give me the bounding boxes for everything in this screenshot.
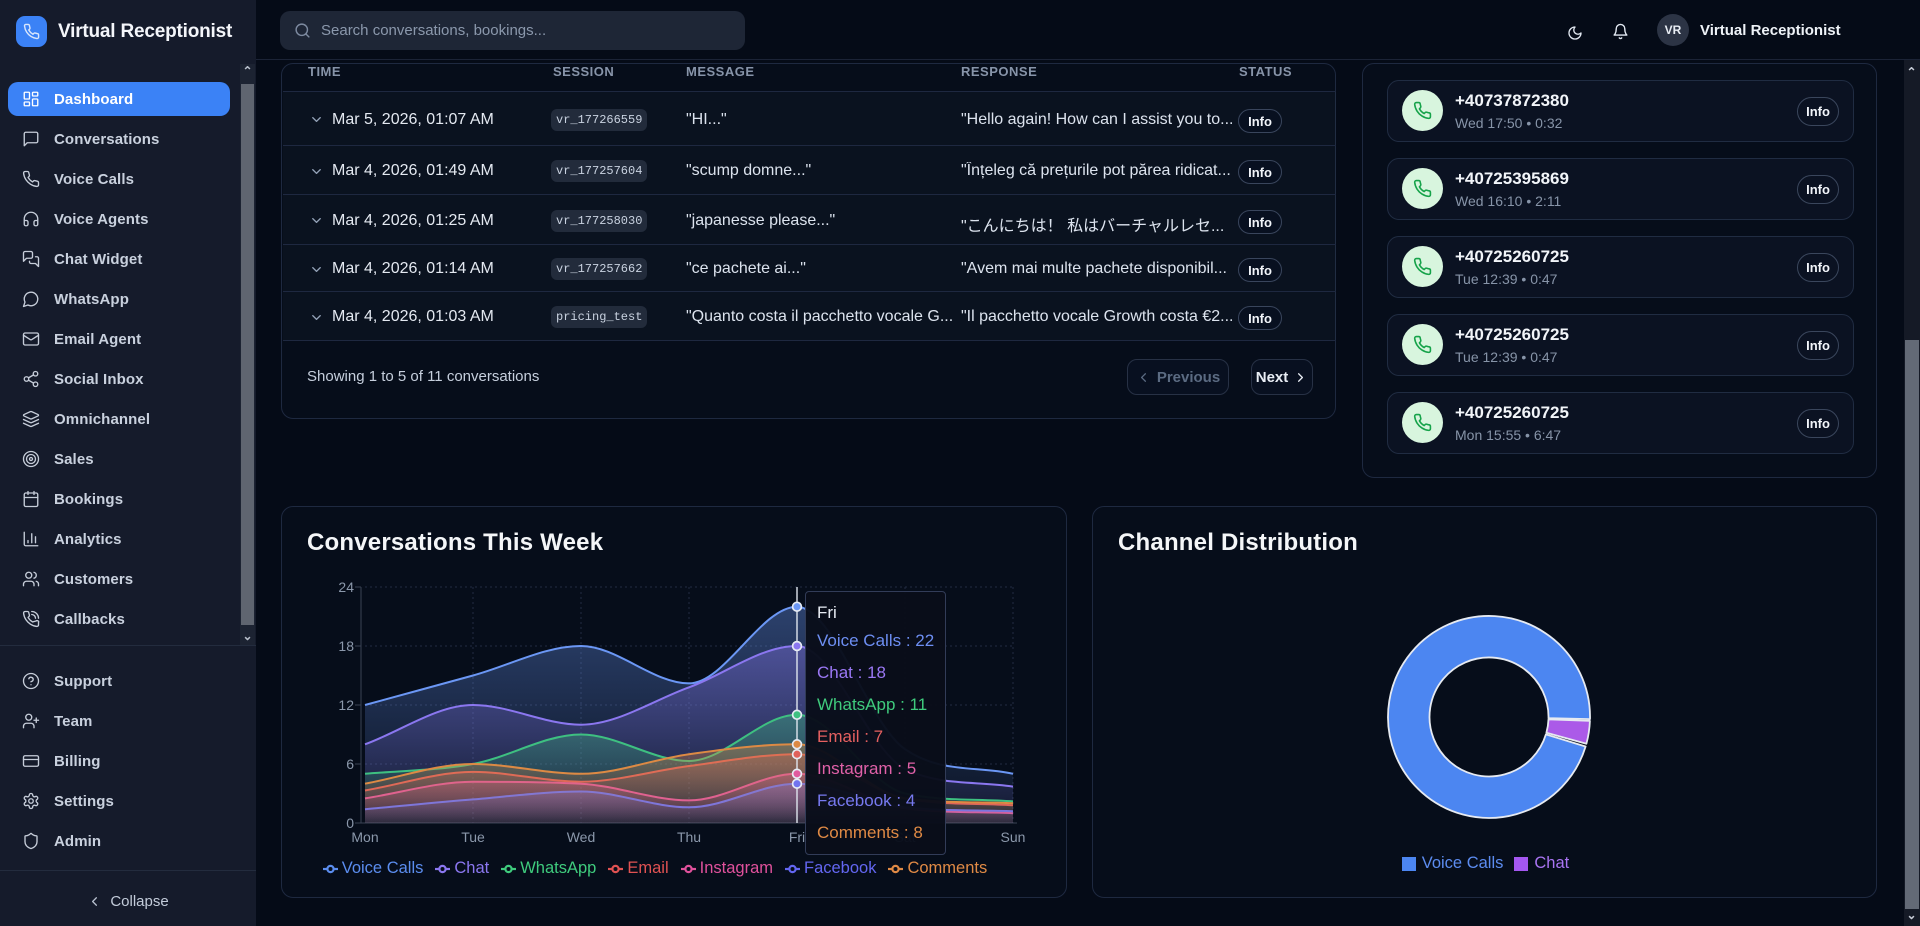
svg-text:Fri: Fri — [789, 829, 805, 845]
svg-text:0: 0 — [346, 815, 354, 831]
svg-text:Tue: Tue — [461, 829, 485, 845]
svg-text:Wed: Wed — [567, 829, 596, 845]
svg-text:12: 12 — [338, 697, 354, 713]
svg-text:Mon: Mon — [351, 829, 378, 845]
svg-text:Thu: Thu — [677, 829, 701, 845]
svg-text:18: 18 — [338, 638, 354, 654]
svg-text:24: 24 — [338, 579, 354, 595]
svg-text:6: 6 — [346, 756, 354, 772]
svg-text:Sun: Sun — [1001, 829, 1026, 845]
